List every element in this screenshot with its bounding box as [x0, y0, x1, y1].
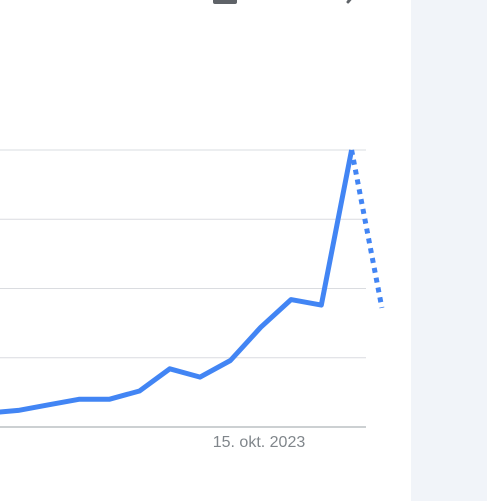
series-line-solid — [0, 149, 355, 415]
gridlines — [0, 149, 366, 359]
share-icon[interactable] — [344, 0, 360, 11]
side-panel — [411, 0, 487, 501]
series-line-forecast — [349, 149, 385, 309]
download-icon[interactable] — [213, 0, 237, 11]
interest-over-time-chart: 15. okt. 2023 — [0, 149, 385, 451]
trend-chart-card: 15. okt. 2023 — [0, 0, 385, 451]
x-tick-label: 15. okt. 2023 — [213, 434, 306, 451]
